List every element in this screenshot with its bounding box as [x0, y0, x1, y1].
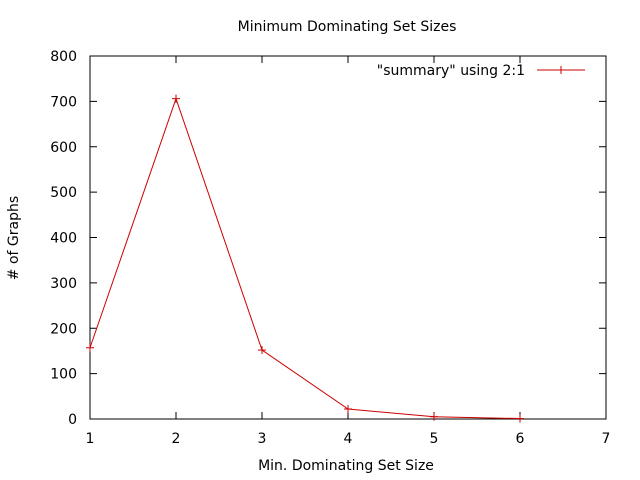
legend-label: "summary" using 2:1 — [377, 63, 525, 79]
y-axis-title: # of Graphs — [6, 196, 22, 280]
series-layer — [86, 94, 524, 423]
data-point — [344, 405, 352, 414]
data-point — [430, 412, 438, 421]
y-tick-label: 400 — [50, 231, 77, 247]
x-tick-label: 4 — [344, 431, 353, 447]
y-tick-label: 500 — [50, 185, 77, 201]
x-tick-label: 1 — [86, 431, 95, 447]
legend: "summary" using 2:1 — [377, 63, 585, 79]
y-tick-label: 200 — [50, 321, 77, 337]
x-tick-label: 2 — [172, 431, 181, 447]
chart-title: Minimum Dominating Set Sizes — [238, 19, 457, 35]
y-tick-label: 0 — [68, 412, 77, 428]
data-point — [516, 414, 524, 423]
data-point — [86, 343, 94, 352]
x-tick-label: 6 — [516, 431, 525, 447]
series-line — [89, 97, 521, 420]
y-tick-label: 800 — [50, 49, 77, 65]
y-tick-label: 300 — [50, 276, 77, 292]
y-tick-label: 600 — [50, 140, 77, 156]
plot-frame — [89, 55, 607, 420]
x-tick-label: 5 — [430, 431, 439, 447]
data-point — [258, 346, 266, 355]
y-tick-label: 700 — [50, 94, 77, 110]
x-axis-title: Min. Dominating Set Size — [258, 458, 434, 474]
x-tick-label: 7 — [602, 431, 611, 447]
y-axis: 0 100 200 300 400 500 600 700 800 — [50, 49, 606, 428]
x-tick-label: 3 — [258, 431, 267, 447]
y-tick-label: 100 — [50, 367, 77, 383]
x-axis: 1 2 3 4 5 6 7 — [86, 56, 611, 447]
legend-marker — [557, 66, 565, 74]
data-point — [172, 94, 180, 103]
